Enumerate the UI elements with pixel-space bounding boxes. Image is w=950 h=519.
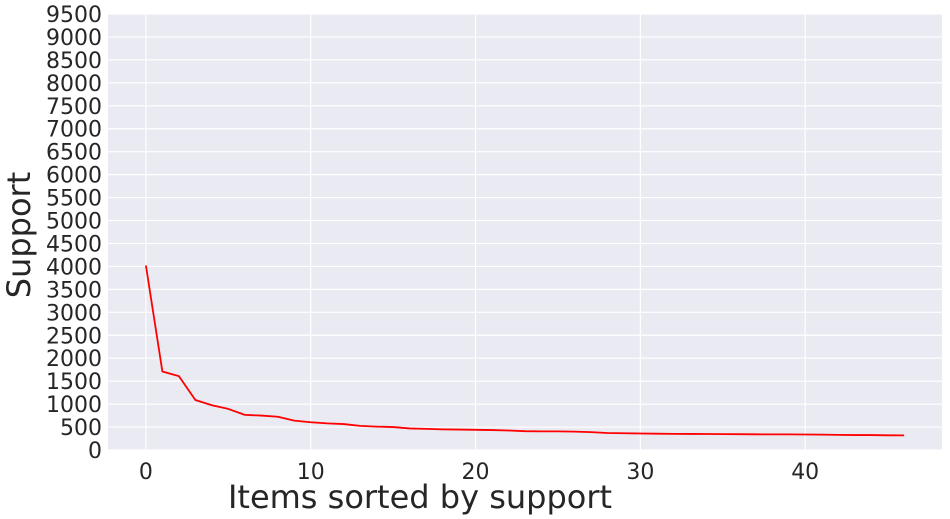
y-tick-label-17: 8500	[46, 49, 102, 74]
x-tick-label-2: 20	[462, 460, 490, 485]
y-axis-title: Support	[0, 172, 38, 299]
y-tick-label-5: 2500	[46, 324, 102, 349]
x-tick-labels: 0 10 20 30 40	[139, 460, 819, 485]
x-tick-label-0: 0	[139, 460, 153, 485]
y-tick-label-8: 4000	[46, 255, 102, 280]
y-tick-label-13: 6500	[46, 141, 102, 166]
y-tick-label-2: 1000	[46, 393, 102, 418]
y-tick-label-11: 5500	[46, 187, 102, 212]
y-tick-label-3: 1500	[46, 370, 102, 395]
y-tick-labels: 0500100015002000250030003500400045005000…	[46, 3, 102, 464]
y-tick-label-10: 5000	[46, 210, 102, 235]
x-tick-label-4: 40	[791, 460, 819, 485]
grid-lines	[108, 13, 942, 451]
y-tick-label-14: 7000	[46, 118, 102, 143]
x-tick-label-3: 30	[626, 460, 654, 485]
x-axis-title: Items sorted by support	[228, 478, 612, 516]
series-line-0	[145, 265, 905, 437]
y-tick-label-19: 9500	[46, 3, 102, 28]
y-tick-label-18: 9000	[46, 26, 102, 51]
y-tick-label-12: 6000	[46, 164, 102, 189]
y-tick-label-15: 7500	[46, 95, 102, 120]
plot-background	[108, 14, 942, 450]
y-tick-label-16: 8000	[46, 72, 102, 97]
y-tick-label-0: 0	[88, 439, 102, 464]
y-tick-label-6: 3000	[46, 301, 102, 326]
y-tick-label-9: 4500	[46, 232, 102, 257]
x-tick-label-1: 10	[297, 460, 325, 485]
y-tick-label-4: 2000	[46, 347, 102, 372]
y-tick-label-1: 500	[60, 416, 102, 441]
series-layer	[145, 265, 905, 437]
y-tick-label-7: 3500	[46, 278, 102, 303]
